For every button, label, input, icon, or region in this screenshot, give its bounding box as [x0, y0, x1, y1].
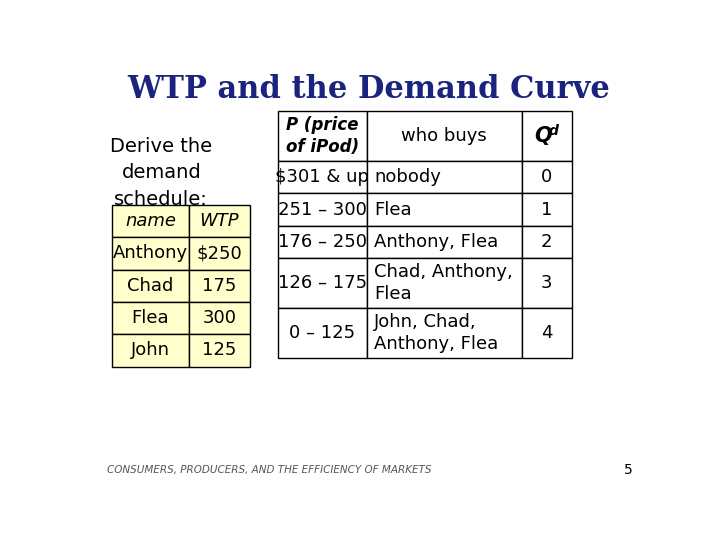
- Text: 4: 4: [541, 324, 553, 342]
- Text: 0: 0: [541, 168, 552, 186]
- Text: Anthony: Anthony: [113, 245, 188, 262]
- Bar: [522, 258, 572, 308]
- Text: who buys: who buys: [401, 127, 487, 145]
- Bar: [366, 161, 522, 193]
- Text: $301 & up: $301 & up: [275, 168, 369, 186]
- Text: John, Chad,
Anthony, Flea: John, Chad, Anthony, Flea: [374, 313, 499, 353]
- Bar: [366, 226, 522, 258]
- Text: WTP: WTP: [199, 212, 239, 230]
- Text: 1: 1: [541, 200, 552, 219]
- Bar: [366, 308, 522, 358]
- Text: John: John: [131, 341, 170, 360]
- Bar: [277, 258, 366, 308]
- Text: $250: $250: [197, 245, 243, 262]
- Text: Chad, Anthony,
Flea: Chad, Anthony, Flea: [374, 263, 513, 303]
- Text: CONSUMERS, PRODUCERS, AND THE EFFICIENCY OF MARKETS: CONSUMERS, PRODUCERS, AND THE EFFICIENCY…: [107, 465, 431, 475]
- Bar: [366, 111, 522, 161]
- Text: d: d: [548, 124, 558, 138]
- Text: 175: 175: [202, 277, 237, 295]
- Text: Derive the
demand
schedule:: Derive the demand schedule:: [110, 137, 212, 208]
- Bar: [189, 237, 250, 269]
- Bar: [112, 334, 189, 367]
- Bar: [522, 308, 572, 358]
- Text: 5: 5: [624, 463, 632, 477]
- Bar: [189, 302, 250, 334]
- Text: 300: 300: [202, 309, 236, 327]
- Text: P (price
of iPod): P (price of iPod): [286, 116, 359, 156]
- Bar: [277, 111, 366, 161]
- Text: 0 – 125: 0 – 125: [289, 324, 355, 342]
- Bar: [277, 193, 366, 226]
- Text: 3: 3: [541, 274, 553, 292]
- Bar: [112, 302, 189, 334]
- Bar: [112, 205, 189, 237]
- Text: 125: 125: [202, 341, 237, 360]
- Bar: [189, 269, 250, 302]
- Text: 176 – 250: 176 – 250: [278, 233, 366, 251]
- Bar: [189, 205, 250, 237]
- Bar: [522, 111, 572, 161]
- Text: 126 – 175: 126 – 175: [277, 274, 366, 292]
- Bar: [366, 258, 522, 308]
- Text: Flea: Flea: [374, 200, 412, 219]
- Bar: [522, 193, 572, 226]
- Text: Chad: Chad: [127, 277, 174, 295]
- Bar: [522, 226, 572, 258]
- Bar: [189, 334, 250, 367]
- Text: name: name: [125, 212, 176, 230]
- Text: Flea: Flea: [132, 309, 169, 327]
- Bar: [277, 308, 366, 358]
- Text: 251 – 300: 251 – 300: [278, 200, 366, 219]
- Bar: [366, 193, 522, 226]
- Bar: [112, 237, 189, 269]
- Text: WTP and the Demand Curve: WTP and the Demand Curve: [127, 74, 611, 105]
- Text: Anthony, Flea: Anthony, Flea: [374, 233, 499, 251]
- Text: 2: 2: [541, 233, 553, 251]
- Bar: [522, 161, 572, 193]
- Bar: [277, 161, 366, 193]
- Bar: [277, 226, 366, 258]
- Text: Q: Q: [534, 126, 552, 146]
- Text: nobody: nobody: [374, 168, 441, 186]
- Bar: [112, 269, 189, 302]
